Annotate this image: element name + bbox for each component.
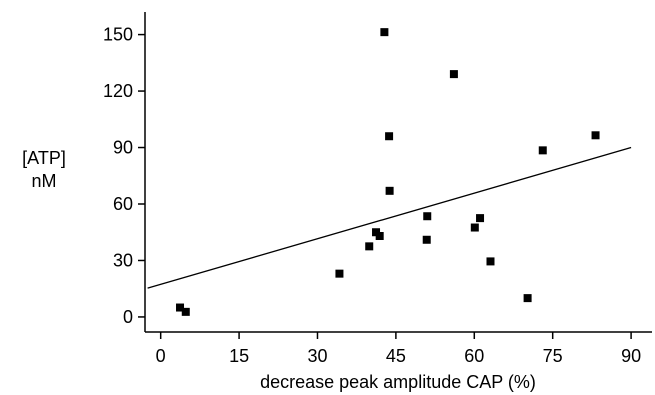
data-point: [486, 257, 495, 266]
x-tick-label: 45: [386, 346, 406, 366]
y-tick-label: 120: [103, 81, 133, 101]
x-tick-label: 75: [543, 346, 563, 366]
data-point: [591, 131, 600, 140]
y-tick-label: 60: [113, 194, 133, 214]
data-point: [375, 232, 384, 240]
data-point: [335, 269, 344, 278]
y-axis-title-line1: [ATP]: [22, 148, 66, 168]
x-tick-label: 90: [621, 346, 641, 366]
data-point: [523, 294, 532, 303]
y-axis-title-line2: nM: [31, 171, 56, 191]
data-point: [365, 242, 374, 251]
x-tick-label: 0: [156, 346, 166, 366]
data-point: [423, 212, 432, 221]
data-point: [449, 70, 458, 79]
y-tick-label: 30: [113, 250, 133, 270]
data-point: [422, 235, 431, 244]
trendline: [147, 146, 632, 289]
y-tick-label: 90: [113, 138, 133, 158]
data-point: [385, 132, 394, 141]
axes: [138, 12, 652, 339]
data-point: [385, 186, 394, 195]
x-tick-label: 30: [307, 346, 327, 366]
data-point: [538, 146, 547, 155]
data-points: [176, 28, 600, 316]
x-tick-label: 15: [229, 346, 249, 366]
x-axis-title: decrease peak amplitude CAP (%): [260, 372, 536, 392]
data-point: [181, 307, 190, 316]
data-point: [470, 223, 479, 232]
tick-labels: 0 15 30 45 60 75 90 0 30 60 90 120 150: [103, 25, 641, 366]
data-point: [176, 303, 185, 312]
trendline-segment: [147, 146, 632, 289]
y-tick-label: 0: [123, 307, 133, 327]
x-tick-label: 60: [464, 346, 484, 366]
data-point: [476, 214, 485, 223]
data-point: [380, 28, 389, 37]
y-tick-label: 150: [103, 25, 133, 45]
